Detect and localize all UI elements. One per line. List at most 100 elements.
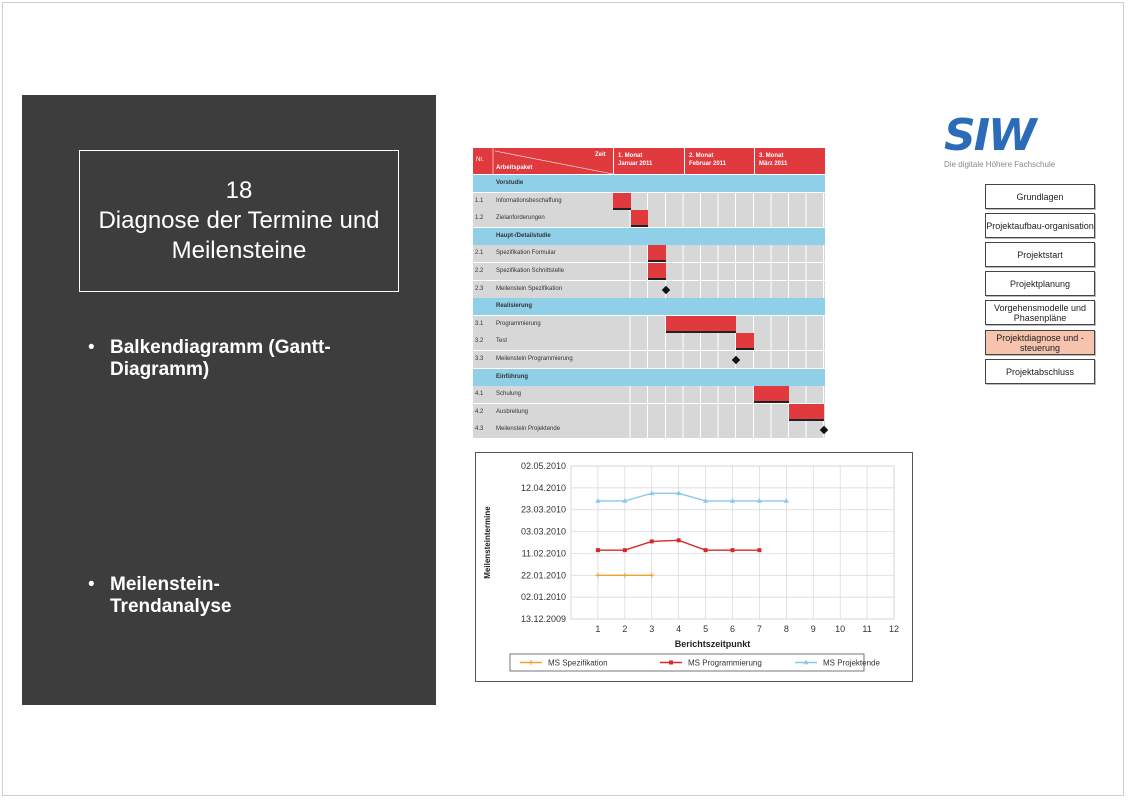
x-tick-label: 7 <box>757 624 762 634</box>
y-tick-label: 22.01.2010 <box>521 570 566 580</box>
nav-grundlagen[interactable]: Grundlagen <box>985 184 1095 209</box>
data-point <box>622 572 628 578</box>
gantt-row-nr: 4.2 <box>475 408 484 415</box>
gantt-task-row: 1.1 Informationsbeschaffung <box>473 192 825 210</box>
gantt-row-nr: 2.1 <box>475 250 484 257</box>
gantt-bar <box>630 210 649 228</box>
gantt-grid <box>613 333 825 351</box>
gantt-row-label: Realisierung <box>496 303 533 310</box>
data-point <box>702 497 709 503</box>
trend-chart-svg: 13.12.2009 02.01.2010 22.01.2010 11.02.2010… <box>483 461 899 672</box>
gantt-month-line1: 2. Monat <box>689 153 714 159</box>
gantt-bar <box>648 263 666 280</box>
slide-title: Diagnose der Termine und Meilensteine <box>98 207 380 264</box>
gantt-month-line1: 3. Monat <box>759 153 784 159</box>
gantt-grid <box>613 386 825 404</box>
gantt-task-row: 2.1 Spezifikation Formular <box>473 245 825 263</box>
y-tick-label: 12.04.2010 <box>521 483 566 493</box>
gantt-grid <box>613 280 825 298</box>
data-point <box>730 548 735 553</box>
gantt-row-label: Einführung <box>496 373 528 380</box>
nav-projektstart[interactable]: Projektstart <box>985 242 1095 267</box>
legend-marker <box>803 659 809 665</box>
gantt-month: 3. Monat März 2011 <box>754 148 826 174</box>
y-tick-label: 03.03.2010 <box>521 527 566 537</box>
logo-text: SIW <box>944 110 1037 161</box>
gantt-row-nr: 2.3 <box>475 285 484 292</box>
gantt-month-line1: 1. Monat <box>618 153 643 159</box>
gantt-row-nr: 4.3 <box>475 426 484 433</box>
title-box: 18 Diagnose der Termine und Meilensteine <box>79 150 399 292</box>
legend-label: MS Projektende <box>823 659 880 668</box>
bullet-dot: • <box>88 337 95 358</box>
milestone-trend-chart: 13.12.2009 02.01.2010 22.01.2010 11.02.2010… <box>475 452 913 682</box>
gantt-month: 1. Monat Januar 2011 <box>613 148 685 174</box>
nav-projektdiagnose[interactable]: Projektdiagnose und -steuerung <box>985 330 1095 355</box>
gantt-bar <box>736 333 754 351</box>
gantt-task-row: 3.2 Test <box>473 333 825 351</box>
gantt-row-nr: 3.2 <box>475 338 484 345</box>
gantt-month-line2: Februar 2011 <box>689 161 727 167</box>
data-point <box>595 572 601 578</box>
gantt-month: 2. Monat Februar 2011 <box>684 148 755 174</box>
gantt-section-row: Vorstudie <box>473 175 825 192</box>
gantt-grid <box>613 421 825 439</box>
gantt-task-row: 2.2 Spezifikation Schnittstelle <box>473 263 825 280</box>
siw-logo: SIW Die digitale Höhere Fachschule <box>944 110 1055 170</box>
bullet-text: Balkendiagramm (Gantt-Diagramm) <box>110 337 331 380</box>
gantt-row-label: Ausbreitung <box>496 408 529 415</box>
gantt-row-label: Programmierung <box>496 320 541 327</box>
nav-projektaufbau[interactable]: Projektaufbau-organisation <box>985 213 1095 238</box>
data-point <box>783 497 789 503</box>
gantt-row-label: Spezifikation Formular <box>496 250 556 257</box>
data-point <box>757 548 762 553</box>
gantt-row-label: Test <box>496 338 508 345</box>
bullet-item: • Balkendiagramm (Gantt-Diagramm) <box>88 337 390 381</box>
data-point <box>622 548 627 553</box>
gantt-row-nr: 1.1 <box>475 197 484 204</box>
x-tick-label: 12 <box>889 624 899 634</box>
gantt-chart: Nr. Zeit Arbeitspaket 1. Monat Januar 20… <box>473 148 829 439</box>
nav-projektplanung[interactable]: Projektplanung <box>985 271 1095 296</box>
gantt-month-line2: März 2011 <box>759 161 788 167</box>
gantt-task-row: 3.1 Programmierung <box>473 315 825 333</box>
gantt-task-row: 4.2 Ausbreitung <box>473 403 825 421</box>
gantt-header: Nr. Zeit Arbeitspaket 1. Monat Januar 20… <box>473 148 825 174</box>
x-tick-label: 3 <box>649 624 654 634</box>
data-point <box>649 490 655 496</box>
slide-number: 18 <box>225 177 253 204</box>
data-point <box>729 497 736 503</box>
gantt-grid <box>613 351 825 368</box>
gantt-bar <box>665 315 737 333</box>
gantt-month-line2: Januar 2011 <box>618 161 653 167</box>
gantt-task-row: 1.2 Zielanforderungen <box>473 210 825 228</box>
gantt-bar <box>648 245 666 263</box>
y-tick-label: 13.12.2009 <box>521 614 566 624</box>
x-tick-label: 5 <box>703 624 708 634</box>
nav-vorgehensmodelle[interactable]: Vorgehensmodelle und Phasenpläne <box>985 300 1095 325</box>
nav-projektabschluss[interactable]: Projektabschluss <box>985 359 1095 384</box>
gantt-row-nr: 4.1 <box>475 391 484 398</box>
gantt-row-label: Informationsbeschaffung <box>496 197 562 204</box>
gantt-row-nr: 3.3 <box>475 356 484 362</box>
gantt-row-nr: 2.2 <box>475 268 484 274</box>
x-tick-label: 1 <box>595 624 600 634</box>
gantt-section-row: Realisierung <box>473 298 825 316</box>
x-tick-label: 11 <box>862 624 871 634</box>
data-point <box>676 490 682 496</box>
bullet-text: Meilenstein-Trendanalyse <box>110 574 232 617</box>
x-tick-label: 6 <box>730 624 735 634</box>
y-axis-label: Meilensteintermine <box>483 506 492 579</box>
legend-label: MS Programmierung <box>688 659 762 668</box>
gantt-grid <box>613 210 825 228</box>
gantt-row-label: Vorstudie <box>496 180 524 186</box>
data-point <box>595 497 601 503</box>
data-point <box>649 572 655 578</box>
gantt-grid <box>613 263 825 280</box>
gantt-grid <box>613 403 825 421</box>
gantt-section-row: Einführung <box>473 368 825 386</box>
gantt-task-row: 3.3 Meilenstein Programmierung <box>473 351 825 368</box>
x-tick-label: 2 <box>622 624 627 634</box>
y-tick-label: 02.05.2010 <box>521 461 566 471</box>
